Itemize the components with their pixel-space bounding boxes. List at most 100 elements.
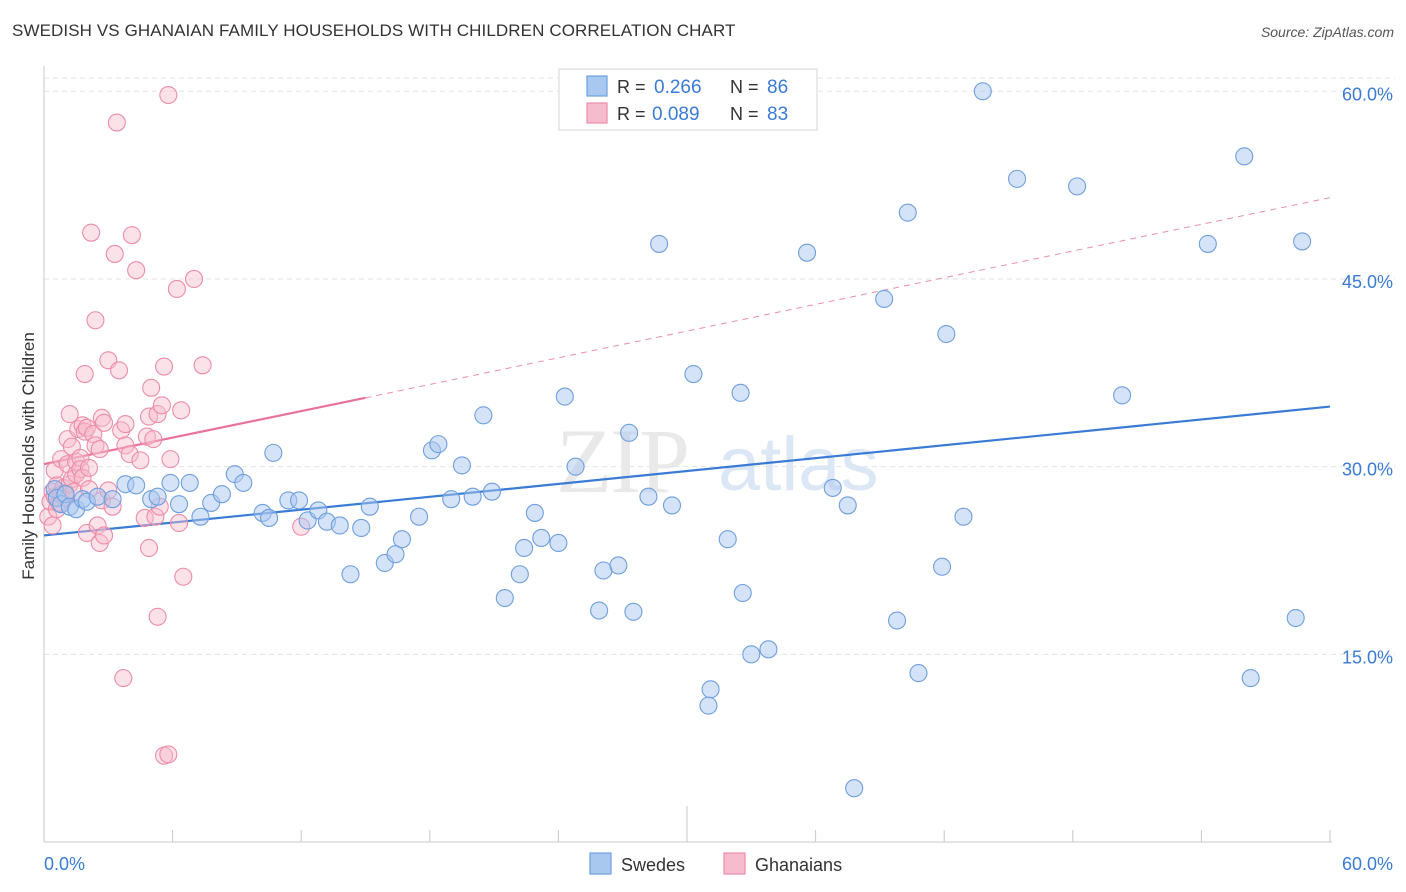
stats-legend: R = 0.266 N = 86 R = 0.089 N = 83 xyxy=(558,68,818,131)
ghanaians-point xyxy=(82,223,101,242)
x-tick-label: 0.0% xyxy=(44,854,85,874)
swedes-point xyxy=(352,518,371,537)
ghanaians-point xyxy=(142,378,161,397)
swedes-point xyxy=(701,680,720,699)
ghanaians-point xyxy=(90,440,109,459)
swedes-point xyxy=(650,234,669,253)
ghanaians-point xyxy=(139,538,159,558)
swedes-point xyxy=(525,503,544,522)
swedes-point xyxy=(360,497,379,516)
swedes-point xyxy=(566,457,585,476)
y-tick-label: 45.0% xyxy=(1342,272,1393,292)
swedes-point xyxy=(594,561,613,580)
swedes-point xyxy=(180,473,199,492)
swedes-point xyxy=(699,696,718,715)
source-label: Source: ZipAtlas.com xyxy=(1260,24,1394,40)
swedes-point xyxy=(442,490,461,509)
ghanaians-bottom-swatch xyxy=(723,852,746,875)
ghanaians-r-label: R = xyxy=(617,104,651,124)
swedes-point xyxy=(264,443,283,462)
swedes-point xyxy=(482,482,502,501)
swedes-r-value: 0.266 xyxy=(654,77,702,98)
swedes-point xyxy=(234,473,253,492)
swedes-point xyxy=(590,601,609,620)
ghanaians-point xyxy=(167,279,186,299)
swedes-point xyxy=(148,487,167,506)
swedes-point xyxy=(898,203,917,222)
ghanaians-point xyxy=(116,415,135,434)
ghanaians-point xyxy=(161,450,180,469)
swedes-point xyxy=(290,491,309,510)
swedes-point xyxy=(620,423,639,442)
swedes-point xyxy=(742,645,761,664)
ghanaians-point xyxy=(105,244,124,263)
swedes-point xyxy=(495,588,514,608)
swedes-n-value: 86 xyxy=(767,77,788,98)
swedes-r-label: R = xyxy=(617,77,651,97)
ghanaians-point xyxy=(94,413,114,432)
y-tick-label: 60.0% xyxy=(1342,84,1393,104)
swedes-point xyxy=(933,557,952,576)
ghanaians-point xyxy=(174,567,193,586)
swedes-point xyxy=(127,476,146,495)
axes xyxy=(43,66,1332,843)
swedes-point xyxy=(191,507,210,526)
grid-lines xyxy=(44,77,1395,655)
swedes-point xyxy=(1286,608,1305,628)
swedes-point xyxy=(845,779,864,798)
swedes-point xyxy=(1241,669,1260,688)
ghanaians-point xyxy=(73,468,92,487)
swedes-n-label: N = xyxy=(730,77,764,97)
swedes-legend-swatch xyxy=(586,75,608,97)
ghanaians-point xyxy=(148,607,167,626)
ghanaians-point xyxy=(148,405,167,424)
ghanaians-point xyxy=(86,311,105,330)
swedes-point xyxy=(330,516,349,535)
y-tick-label: 15.0% xyxy=(1342,647,1393,667)
swedes-bottom-label: Swedes xyxy=(621,855,685,875)
swedes-point xyxy=(452,456,472,475)
ghanaians-point xyxy=(131,451,150,470)
swedes-point xyxy=(684,365,703,384)
swedes-point xyxy=(386,545,405,564)
swedes-point xyxy=(823,478,842,497)
swedes-point xyxy=(733,583,752,603)
ghanaians-n-label: N = xyxy=(730,104,764,124)
ghanaians-point xyxy=(43,516,62,535)
swedes-point xyxy=(662,496,682,515)
ghanaians-bottom-label: Ghanaians xyxy=(755,855,842,875)
ghanaians-point xyxy=(109,361,129,380)
swedes-point xyxy=(937,324,956,344)
swedes-points xyxy=(45,82,1312,798)
swedes-point xyxy=(259,508,279,527)
ghanaians-trend-extension xyxy=(365,197,1331,399)
ghanaians-point xyxy=(94,526,114,545)
swedes-point xyxy=(954,507,973,526)
ghanaians-point xyxy=(114,669,133,688)
ghanaians-point xyxy=(107,113,126,132)
swedes-point xyxy=(532,528,551,548)
swedes-point xyxy=(1235,147,1254,166)
y-tick-label: 30.0% xyxy=(1342,460,1393,480)
ghanaians-point xyxy=(146,507,165,526)
tick-labels: 15.0% 30.0% 45.0% 60.0% 0.0% 60.0% xyxy=(44,84,1393,874)
swedes-point xyxy=(731,383,750,402)
ghanaians-point xyxy=(79,458,99,477)
swedes-point xyxy=(341,565,360,584)
swedes-point xyxy=(887,611,907,630)
ghanaians-point xyxy=(122,226,141,245)
ghanaians-n-value: 83 xyxy=(767,104,788,125)
swedes-point xyxy=(838,496,857,515)
ghanaians-point xyxy=(193,356,212,375)
ghanaians-point xyxy=(75,365,94,384)
ghanaians-point xyxy=(116,436,135,455)
ghanaians-point xyxy=(169,513,189,532)
swedes-point xyxy=(474,406,493,425)
swedes-point xyxy=(555,387,574,406)
swedes-point xyxy=(759,640,778,659)
ghanaians-point xyxy=(60,405,79,424)
ghanaians-point xyxy=(144,430,163,449)
ghanaians-point xyxy=(88,516,107,535)
swedes-point xyxy=(103,490,122,509)
